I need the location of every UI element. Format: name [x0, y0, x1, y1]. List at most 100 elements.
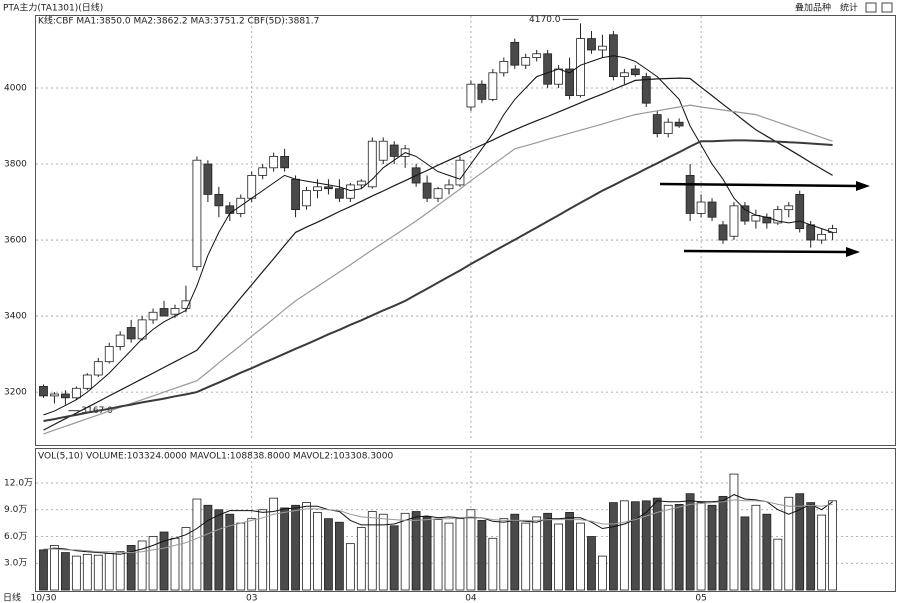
candle-body — [324, 186, 333, 190]
volume-panel — [35, 448, 896, 592]
candle-body — [170, 308, 180, 315]
volume-bar — [422, 516, 432, 591]
volume-bar — [345, 543, 355, 591]
volume-bar — [159, 531, 169, 591]
volume-bar — [751, 504, 761, 591]
volume-bar — [729, 473, 739, 591]
volume-bar — [773, 538, 783, 591]
volume-bar — [93, 554, 103, 591]
volume-bar — [334, 521, 344, 591]
candle-body — [378, 140, 388, 161]
candle-body — [444, 184, 454, 190]
arrow — [659, 182, 859, 188]
candle-body — [696, 201, 706, 214]
candle-body — [104, 346, 114, 363]
volume-bar — [576, 522, 585, 591]
volume-bar — [828, 500, 837, 591]
volume-bar — [137, 540, 147, 591]
volume-bar — [444, 522, 454, 591]
y-tick-label: 3.0万 — [4, 559, 27, 569]
candle-body — [61, 393, 70, 399]
volume-bar — [762, 513, 772, 591]
volume-bar — [50, 545, 59, 591]
candle-body — [554, 68, 563, 85]
stats-button[interactable]: 统计 — [840, 2, 858, 14]
volume-bar — [466, 509, 476, 591]
volume-bar — [302, 502, 311, 591]
candle-body — [192, 159, 202, 268]
volume-bar — [718, 495, 728, 591]
indicator-readout: K线:CBF MA1:3850.0 MA2:3862.2 MA3:3751.2 … — [38, 15, 319, 27]
window-button[interactable] — [865, 2, 877, 13]
volume-bar — [214, 509, 224, 591]
candle-body — [499, 60, 509, 74]
volume-bar — [313, 512, 322, 591]
candle-body — [817, 233, 827, 241]
candle-body — [247, 175, 257, 199]
volume-bar — [115, 551, 125, 591]
candle-body — [258, 167, 268, 176]
candle-body — [795, 194, 805, 230]
x-tick-label: 10/30 — [31, 594, 57, 603]
candle-body — [685, 175, 695, 214]
moving-average-line — [43, 494, 833, 555]
candle-body — [433, 188, 443, 199]
volume-bar — [543, 512, 553, 591]
volume-bar — [609, 502, 618, 591]
candle-body — [674, 121, 684, 127]
candle-body — [466, 83, 476, 108]
arrowhead — [856, 181, 870, 191]
candle-body — [334, 188, 344, 199]
volume-bar — [696, 502, 706, 591]
volume-bar — [510, 513, 520, 591]
volume-bar — [104, 553, 114, 591]
candle-body — [543, 53, 553, 85]
candle-body — [784, 205, 794, 211]
candle-body — [302, 190, 311, 207]
candle-body — [71, 387, 81, 399]
volume-bar — [148, 536, 158, 591]
candle-body — [630, 68, 640, 76]
volume-bar — [367, 511, 377, 591]
volume-bar — [269, 497, 279, 591]
volume-bar — [411, 511, 421, 591]
instrument-title: PTA主力(TA1301)(日线) — [3, 2, 103, 14]
volume-bar — [258, 509, 268, 591]
volume-bar — [740, 516, 750, 591]
candle-body — [93, 361, 103, 376]
volume-bar — [280, 507, 290, 591]
candle-body — [356, 180, 366, 186]
window-button[interactable] — [881, 2, 893, 13]
volume-bar — [499, 518, 509, 591]
candle-body — [389, 144, 399, 157]
candle-body — [455, 159, 465, 186]
candle-body — [641, 76, 651, 104]
x-tick-label: 03 — [246, 594, 257, 603]
y-tick-label: 3400 — [4, 312, 27, 322]
y-tick-label: 9.0万 — [4, 505, 27, 515]
annotation-arrows — [659, 181, 870, 257]
volume-bar — [587, 536, 596, 591]
candle-body — [203, 163, 213, 195]
volume-bar — [378, 513, 388, 591]
volume-bar — [71, 555, 81, 591]
volume-bar — [521, 522, 531, 591]
volume-bar — [806, 502, 816, 591]
volume-bar — [674, 503, 684, 591]
y-tick-label: 12.0万 — [4, 478, 33, 488]
annotation-label: 4170.0 — [529, 15, 561, 25]
candle-body — [345, 184, 355, 199]
candle-body — [510, 41, 520, 66]
candle-body — [159, 308, 169, 317]
volume-bar — [82, 553, 92, 591]
overlay-button[interactable]: 叠加品种 — [795, 2, 831, 14]
volume-bar — [433, 519, 443, 591]
period-label: 日线 — [3, 592, 21, 603]
volume-bar — [61, 552, 70, 591]
arrowhead — [846, 247, 860, 257]
candle-body — [181, 300, 191, 309]
candle-body — [214, 194, 224, 207]
candle-body — [806, 224, 816, 241]
candle-body — [313, 186, 322, 192]
